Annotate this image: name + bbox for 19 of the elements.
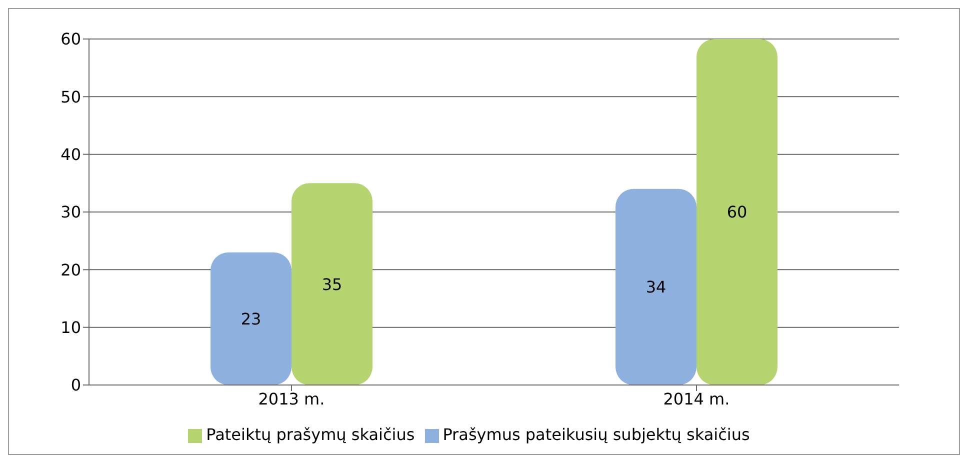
- y-tick-label: 60: [60, 30, 81, 49]
- y-tick-label: 40: [60, 145, 81, 164]
- y-tick-label: 30: [60, 202, 81, 222]
- bar: [616, 188, 696, 385]
- y-tick-label: 50: [60, 87, 81, 106]
- bar: [292, 183, 372, 385]
- y-tick-label: 20: [60, 260, 81, 280]
- x-tick-label: 2014 m.: [663, 389, 730, 408]
- data-label: 34: [646, 278, 666, 297]
- bar: [210, 252, 292, 385]
- y-tick-label: 0: [70, 376, 81, 395]
- data-label: 23: [240, 309, 262, 328]
- y-tick-label: 10: [60, 318, 81, 338]
- x-tick-label: 2013 m.: [258, 389, 325, 408]
- bar: [696, 39, 778, 385]
- legend-label: Prašymus pateikusių subjektų skaičius: [442, 425, 750, 444]
- legend-label: Pateiktų prašymų skaičius: [206, 425, 415, 444]
- data-label: 60: [726, 202, 748, 222]
- data-label: 35: [322, 274, 342, 294]
